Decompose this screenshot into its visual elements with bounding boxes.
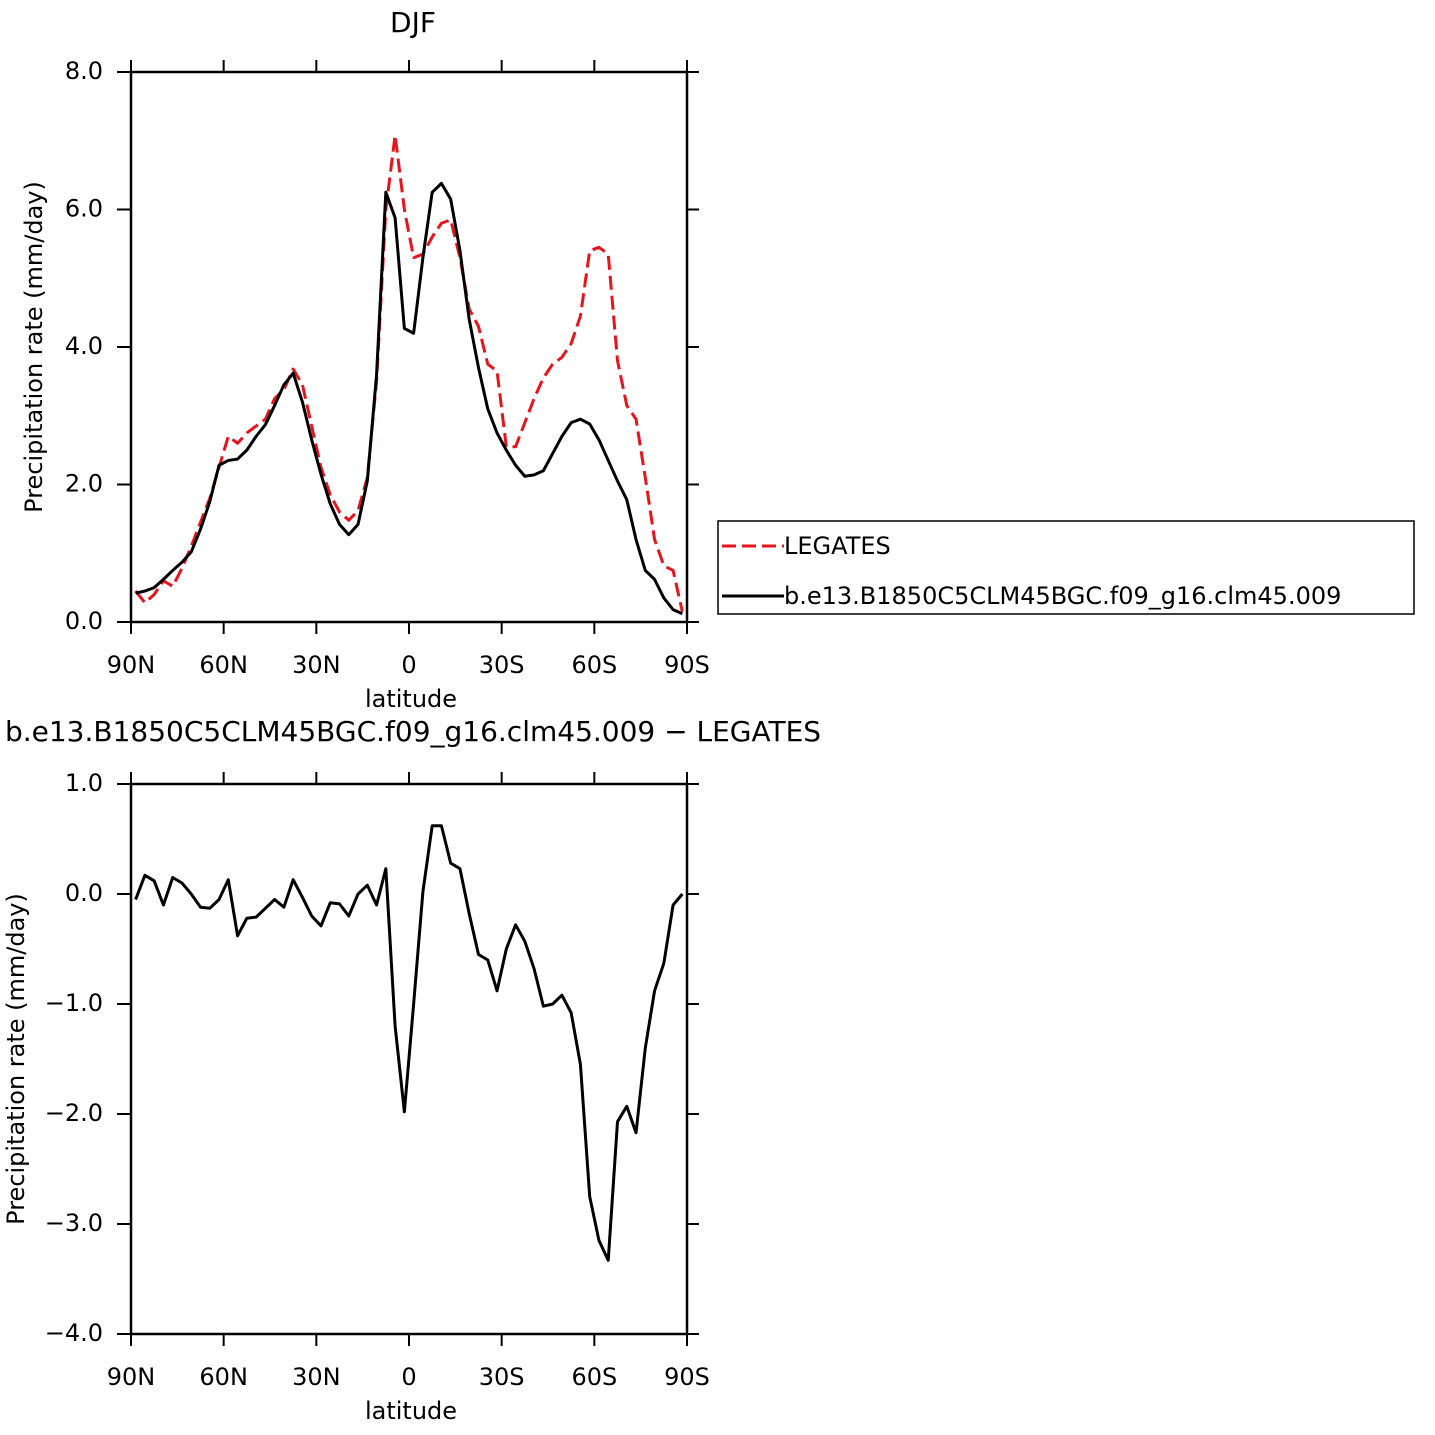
y-tick-label: −4.0 [45, 1319, 103, 1347]
data-line [134, 133, 684, 613]
x-tick-label: 90S [664, 1363, 710, 1391]
y-tick-label: 4.0 [65, 332, 103, 360]
x-tick-label: 30N [292, 1363, 341, 1391]
data-line [134, 824, 684, 1262]
y-tick-label: 8.0 [65, 57, 103, 85]
y-tick-label: 0.0 [65, 607, 103, 635]
legend-label: b.e13.B1850C5CLM45BGC.f09_g16.clm45.009 [784, 582, 1341, 610]
y-tick-label: −2.0 [45, 1099, 103, 1127]
x-tick-label: 90N [107, 1363, 156, 1391]
x-tick-label: 0 [401, 1363, 416, 1391]
x-tick-label: 30S [479, 1363, 525, 1391]
x-tick-label: 60S [571, 651, 617, 679]
data-line [135, 181, 683, 616]
y-tick-label: 6.0 [65, 195, 103, 223]
legend-box [717, 520, 1415, 615]
legend-label: LEGATES [784, 532, 891, 560]
x-tick-label: 30S [479, 651, 525, 679]
y-tick-label: 1.0 [65, 769, 103, 797]
x-tick-label: 0 [401, 651, 416, 679]
x-tick-label: 90S [664, 651, 710, 679]
x-tick-label: 30N [292, 651, 341, 679]
y-tick-label: −1.0 [45, 989, 103, 1017]
chart-title: DJF [390, 6, 436, 39]
y-tick-label: 2.0 [65, 470, 103, 498]
x-axis-label: latitude [365, 685, 457, 713]
y-axis-label: Precipitation rate (mm/day) [20, 181, 48, 513]
x-tick-label: 60S [571, 1363, 617, 1391]
y-axis-label: Precipitation rate (mm/day) [2, 893, 30, 1225]
plot-frame [129, 782, 689, 1336]
x-tick-label: 60N [199, 651, 248, 679]
y-tick-label: 0.0 [65, 879, 103, 907]
x-tick-label: 90N [107, 651, 156, 679]
x-axis-label: latitude [365, 1397, 457, 1425]
x-tick-label: 60N [199, 1363, 248, 1391]
plot-frame [129, 70, 689, 624]
chart-title: b.e13.B1850C5CLM45BGC.f09_g16.clm45.009 … [5, 715, 821, 748]
y-tick-label: −3.0 [45, 1209, 103, 1237]
